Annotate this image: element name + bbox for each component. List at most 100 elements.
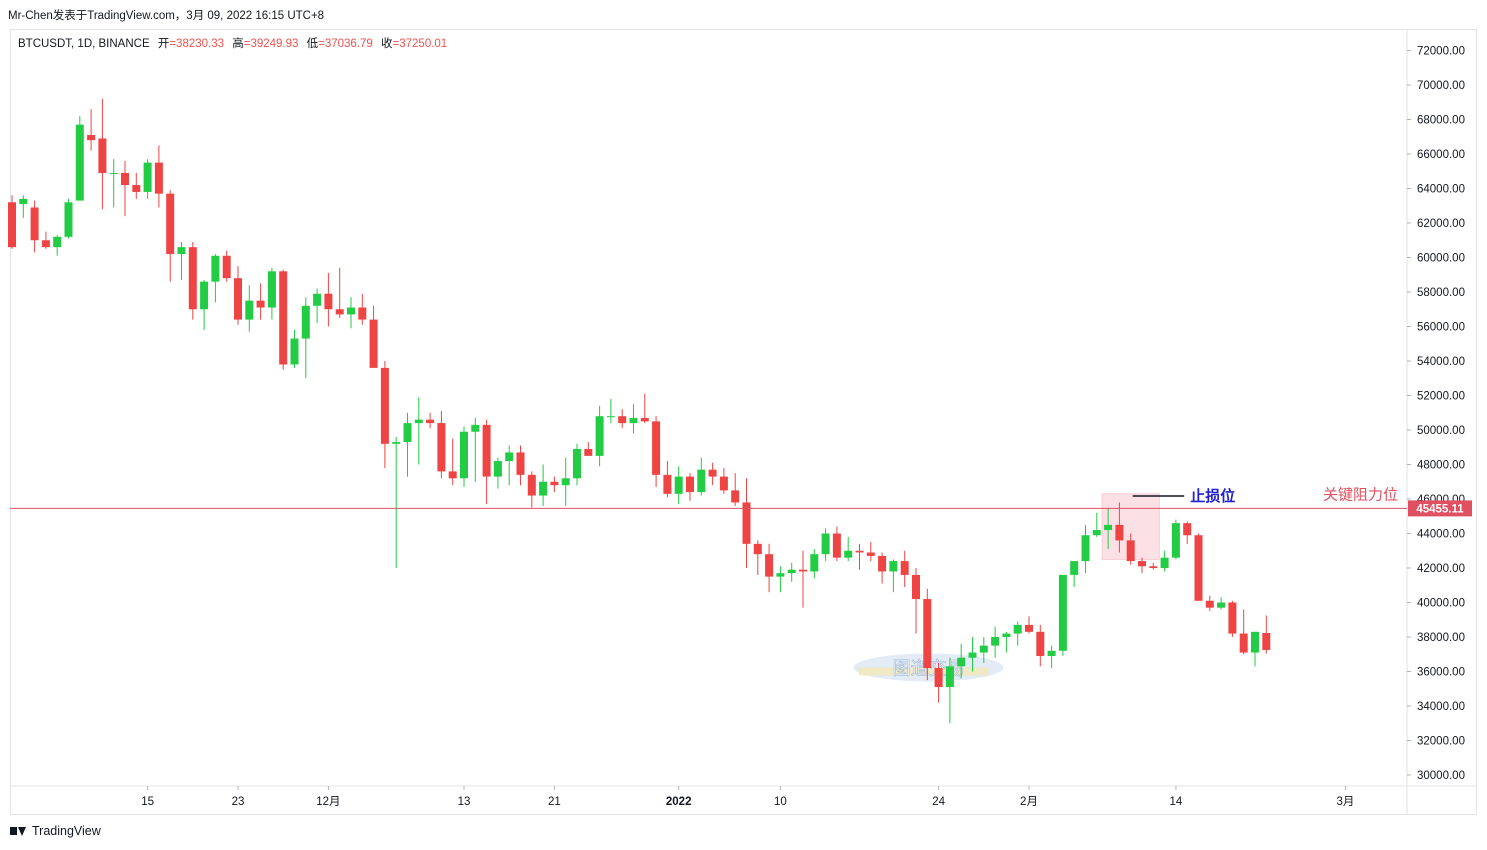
candle-body xyxy=(426,419,435,424)
chart-frame[interactable] xyxy=(10,29,1477,815)
candle-body xyxy=(30,207,39,241)
candle-body xyxy=(550,481,559,486)
candle-body xyxy=(437,423,446,472)
candle-body xyxy=(1205,600,1214,608)
candle-body xyxy=(380,367,389,444)
candle-body xyxy=(324,293,333,310)
candle-body xyxy=(799,569,807,572)
candle-body xyxy=(200,281,209,310)
candle-body xyxy=(1036,631,1045,656)
candle-body xyxy=(1025,624,1033,632)
candle-body xyxy=(934,668,943,688)
x-tick-label: 3月 xyxy=(1336,796,1354,808)
candle-body xyxy=(618,416,627,424)
candle-body xyxy=(245,300,254,320)
x-tick-label: 13 xyxy=(458,796,471,808)
low-label: 低 xyxy=(306,38,319,50)
candle-body xyxy=(313,293,322,306)
tradingview-footer: TradingView xyxy=(10,824,101,838)
candle-body xyxy=(41,240,50,248)
candle-body xyxy=(369,319,378,368)
candle-body xyxy=(87,135,96,141)
candle-body xyxy=(448,471,457,479)
candle-body xyxy=(1183,523,1192,536)
candle-body xyxy=(1013,624,1022,634)
y-tick-label: 38000.00 xyxy=(1417,632,1465,644)
y-tick-label: 58000.00 xyxy=(1417,287,1465,299)
candle-body xyxy=(957,657,966,667)
candle-body xyxy=(663,474,672,494)
candle-body xyxy=(1251,631,1259,653)
y-tick-label: 30000.00 xyxy=(1417,770,1465,782)
candle-body xyxy=(460,431,468,479)
candle-body xyxy=(1047,650,1056,656)
low-value: =37036.79 xyxy=(318,38,373,50)
candle-body xyxy=(912,574,920,600)
candle-body xyxy=(674,476,683,494)
candle-body xyxy=(471,424,480,432)
candle-body xyxy=(753,543,762,555)
y-tick-label: 42000.00 xyxy=(1417,563,1465,575)
close-label: 收 xyxy=(381,38,393,50)
high-value: =39249.93 xyxy=(243,38,299,50)
candle-body xyxy=(776,573,785,577)
candle-body xyxy=(392,442,401,444)
x-tick-label: 21 xyxy=(548,796,561,808)
candle-body xyxy=(290,338,299,365)
candle-body xyxy=(866,552,875,556)
candle-body xyxy=(301,305,310,339)
candle-body xyxy=(166,193,175,255)
y-tick-label: 48000.00 xyxy=(1417,460,1465,472)
candle-body xyxy=(1126,540,1135,562)
candle-body xyxy=(154,162,163,194)
candle-body xyxy=(98,138,107,173)
candle-body xyxy=(765,554,774,577)
y-tick-label: 54000.00 xyxy=(1417,356,1465,368)
x-tick-label: 2022 xyxy=(666,796,692,808)
candle-body xyxy=(1070,561,1079,575)
candle-body xyxy=(482,424,491,477)
candle-body xyxy=(267,271,276,308)
candle-body xyxy=(640,417,649,422)
x-tick-label: 23 xyxy=(232,796,245,808)
candle-body xyxy=(889,561,898,572)
candle-body xyxy=(821,533,830,555)
candle-body xyxy=(1217,602,1226,608)
candle-body xyxy=(75,124,84,201)
candle-body xyxy=(731,490,740,503)
tradingview-logo-icon xyxy=(10,825,28,837)
y-tick-label: 34000.00 xyxy=(1417,701,1465,713)
candle-body xyxy=(19,198,28,205)
candle-body xyxy=(697,469,706,493)
candle-body xyxy=(595,416,604,456)
y-tick-label: 32000.00 xyxy=(1417,736,1465,748)
candle-body xyxy=(1092,530,1101,536)
candle-body xyxy=(64,202,73,237)
candle-body xyxy=(121,172,129,186)
candle-body xyxy=(923,599,932,669)
y-tick-label: 40000.00 xyxy=(1417,598,1465,610)
candle-body xyxy=(979,645,988,653)
candle-body xyxy=(347,307,355,315)
candle-body xyxy=(708,469,717,477)
candle-body xyxy=(211,255,220,282)
candle-body xyxy=(584,448,593,456)
resistance-price-tag: 45455.11 xyxy=(1416,503,1464,515)
y-tick-label: 62000.00 xyxy=(1417,218,1465,230)
y-tick-label: 64000.00 xyxy=(1417,184,1465,196)
candle-body xyxy=(844,550,853,558)
y-tick-label: 56000.00 xyxy=(1417,322,1465,334)
candle-body xyxy=(1239,633,1248,653)
candle-body xyxy=(539,481,548,496)
x-tick-label: 12月 xyxy=(316,796,340,808)
candle-body xyxy=(222,255,231,279)
candle-body xyxy=(606,416,615,418)
candle-body xyxy=(1104,524,1113,531)
candle-body xyxy=(188,247,197,310)
candle-body xyxy=(143,162,152,192)
candle-body xyxy=(787,569,796,574)
stop-loss-label: 止损位 xyxy=(1190,487,1235,505)
close-value: =37250.01 xyxy=(392,38,448,50)
candle-body xyxy=(358,307,367,320)
